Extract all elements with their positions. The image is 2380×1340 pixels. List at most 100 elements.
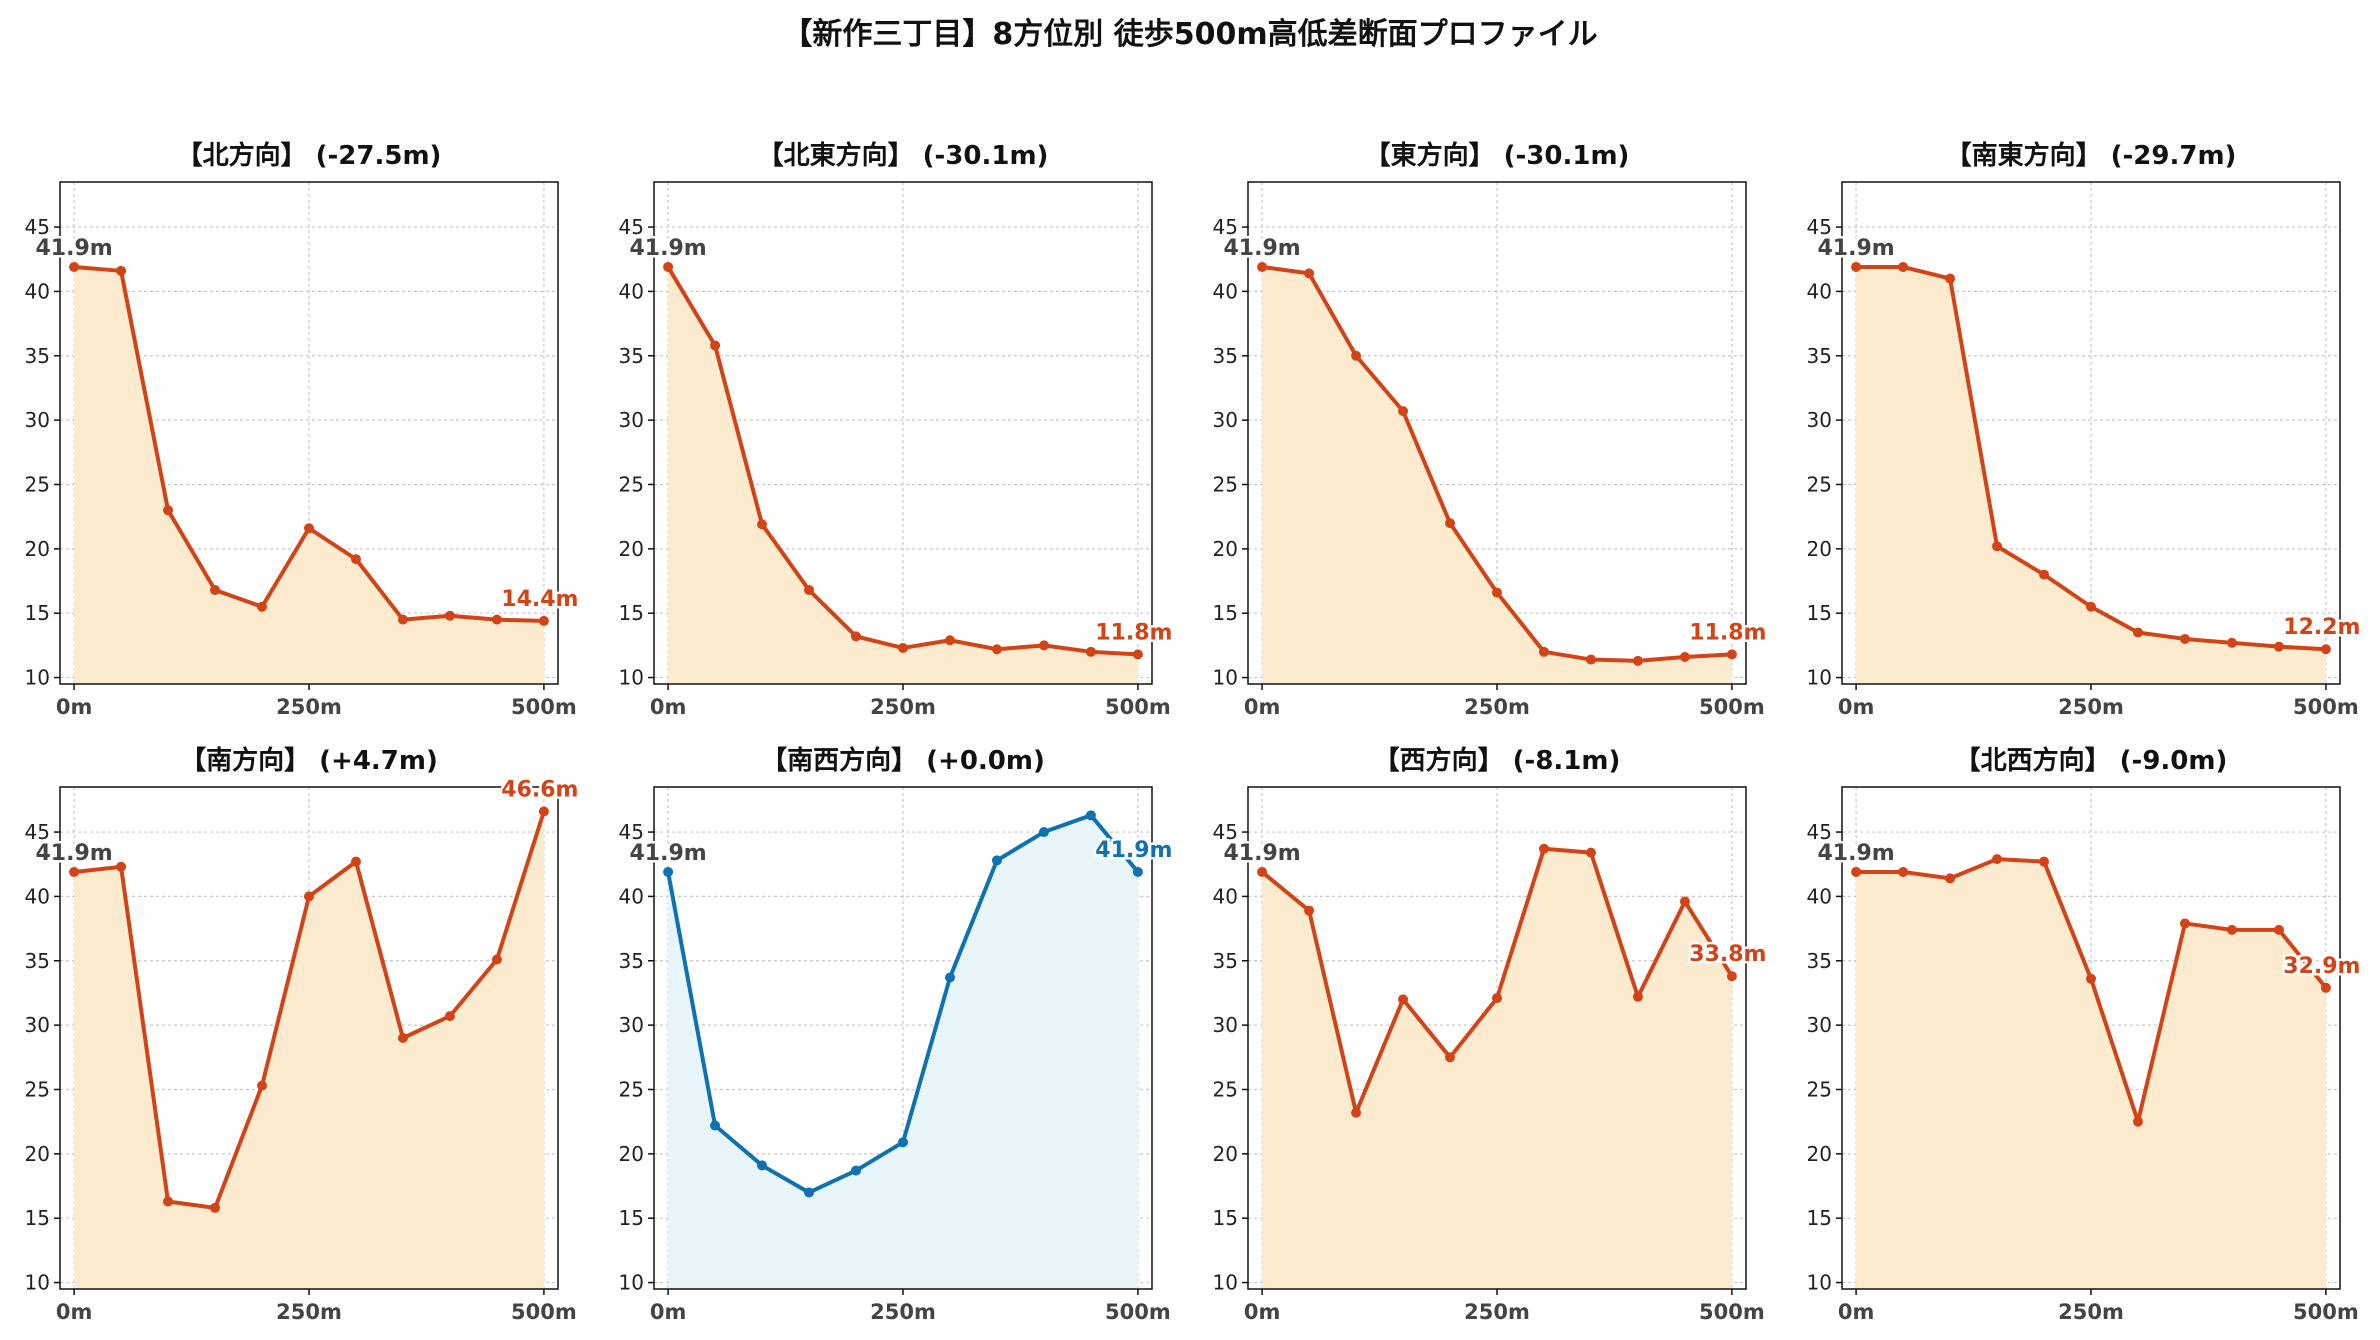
y-tick-label: 45 bbox=[25, 215, 50, 239]
y-tick-label: 15 bbox=[619, 601, 644, 625]
y-tick-label: 45 bbox=[619, 215, 644, 239]
y-tick-label: 15 bbox=[1807, 601, 1832, 625]
elevation-point bbox=[69, 261, 80, 272]
start-elevation-label: 41.9m bbox=[1817, 841, 1894, 866]
end-elevation-label: 41.9m bbox=[1095, 838, 1172, 863]
end-elevation-label: 33.8m bbox=[1689, 942, 1766, 967]
y-tick-label: 30 bbox=[1213, 1013, 1238, 1037]
elevation-point bbox=[1445, 1052, 1456, 1063]
elevation-point bbox=[663, 261, 674, 272]
elevation-point bbox=[2273, 641, 2284, 652]
elevation-point bbox=[1945, 873, 1956, 884]
panel-title: 【北西方向】 (-9.0m) bbox=[1955, 745, 2228, 776]
elevation-point bbox=[304, 523, 314, 534]
start-elevation-label: 41.9m bbox=[35, 236, 112, 261]
y-tick-label: 35 bbox=[25, 949, 50, 973]
y-tick-label: 15 bbox=[1213, 1206, 1238, 1230]
elevation-point bbox=[1398, 994, 1409, 1005]
elevation-point bbox=[538, 615, 549, 626]
y-tick-label: 40 bbox=[1807, 884, 1832, 908]
elevation-area bbox=[74, 811, 544, 1289]
y-tick-label: 10 bbox=[1213, 666, 1238, 690]
elevation-point bbox=[1085, 810, 1096, 821]
panel-title: 【北方向】 (-27.5m) bbox=[177, 140, 442, 171]
y-tick-label: 35 bbox=[1807, 949, 1832, 973]
elevation-point bbox=[991, 644, 1002, 655]
end-elevation-label: 11.8m bbox=[1689, 620, 1766, 645]
elevation-point bbox=[444, 1011, 455, 1022]
y-tick-label: 35 bbox=[1213, 344, 1238, 368]
elevation-area bbox=[1262, 266, 1732, 684]
elevation-point bbox=[1304, 905, 1315, 916]
elevation-point bbox=[1898, 261, 1909, 272]
elevation-point bbox=[1726, 649, 1737, 660]
x-tick-label: 500m bbox=[2293, 695, 2359, 719]
y-tick-label: 25 bbox=[1807, 1077, 1832, 1101]
x-tick-label: 500m bbox=[1699, 1300, 1765, 1324]
y-tick-label: 20 bbox=[619, 537, 644, 561]
y-tick-label: 30 bbox=[1213, 408, 1238, 432]
y-tick-label: 40 bbox=[1213, 884, 1238, 908]
y-tick-label: 45 bbox=[1213, 215, 1238, 239]
y-tick-label: 35 bbox=[1807, 344, 1832, 368]
elevation-point bbox=[1945, 273, 1956, 284]
y-tick-label: 40 bbox=[1213, 279, 1238, 303]
x-tick-label: 500m bbox=[1105, 695, 1171, 719]
elevation-point bbox=[1132, 649, 1143, 660]
elevation-point bbox=[1257, 866, 1268, 877]
elevation-point bbox=[163, 505, 174, 516]
x-tick-label: 500m bbox=[511, 695, 577, 719]
elevation-point bbox=[163, 1196, 174, 1207]
elevation-point bbox=[1445, 518, 1456, 529]
x-tick-label: 250m bbox=[2058, 695, 2124, 719]
end-elevation-label: 11.8m bbox=[1095, 620, 1172, 645]
elevation-area bbox=[668, 266, 1138, 684]
elevation-point bbox=[1038, 640, 1049, 651]
elevation-point bbox=[1351, 350, 1362, 361]
start-elevation-label: 41.9m bbox=[1223, 236, 1300, 261]
y-tick-label: 30 bbox=[25, 1013, 50, 1037]
figure-title: 【新作三丁目】8方位別 徒歩500m高低差断面プロファイル bbox=[782, 17, 1597, 52]
elevation-point bbox=[1398, 406, 1409, 417]
elevation-point bbox=[804, 585, 815, 596]
x-tick-label: 0m bbox=[650, 695, 687, 719]
elevation-point bbox=[898, 642, 908, 653]
y-tick-label: 25 bbox=[25, 1077, 50, 1101]
x-tick-label: 0m bbox=[56, 1300, 93, 1324]
y-tick-label: 15 bbox=[619, 1206, 644, 1230]
y-tick-label: 15 bbox=[25, 601, 50, 625]
elevation-point bbox=[116, 265, 127, 276]
end-elevation-label: 32.9m bbox=[2283, 954, 2360, 979]
elevation-point bbox=[1351, 1107, 1362, 1118]
elevation-point bbox=[210, 585, 221, 596]
profile-panel-south: 【南方向】 (+4.7m) 10 15 20 25 30 35 40 45 0m 250m 500m 4… bbox=[25, 745, 581, 1324]
x-tick-label: 250m bbox=[1464, 695, 1530, 719]
y-tick-label: 30 bbox=[1807, 408, 1832, 432]
elevation-area bbox=[1856, 859, 2326, 1289]
x-tick-label: 0m bbox=[1244, 695, 1281, 719]
elevation-point bbox=[538, 806, 549, 817]
elevation-point bbox=[2320, 982, 2331, 993]
elevation-point bbox=[2086, 601, 2096, 612]
elevation-point bbox=[991, 855, 1002, 866]
x-tick-label: 500m bbox=[1105, 1300, 1171, 1324]
elevation-point bbox=[944, 972, 955, 983]
elevation-point bbox=[1679, 651, 1690, 662]
y-tick-label: 10 bbox=[619, 1271, 644, 1295]
elevation-point bbox=[1679, 896, 1690, 907]
elevation-point bbox=[1132, 866, 1143, 877]
y-tick-label: 15 bbox=[1807, 1206, 1832, 1230]
elevation-point bbox=[2273, 924, 2284, 935]
elevation-area bbox=[74, 266, 544, 684]
start-elevation-label: 41.9m bbox=[629, 841, 706, 866]
profile-panel-northeast: 【北東方向】 (-30.1m) 10 15 20 25 30 35 40 45 0m 250m 500… bbox=[619, 140, 1175, 719]
elevation-point bbox=[1585, 654, 1596, 665]
elevation-point bbox=[350, 554, 361, 565]
x-tick-label: 250m bbox=[870, 1300, 936, 1324]
elevation-point bbox=[1632, 655, 1643, 666]
y-tick-label: 10 bbox=[1213, 1271, 1238, 1295]
y-tick-label: 35 bbox=[25, 344, 50, 368]
x-tick-label: 0m bbox=[1838, 1300, 1875, 1324]
y-tick-label: 15 bbox=[25, 1206, 50, 1230]
